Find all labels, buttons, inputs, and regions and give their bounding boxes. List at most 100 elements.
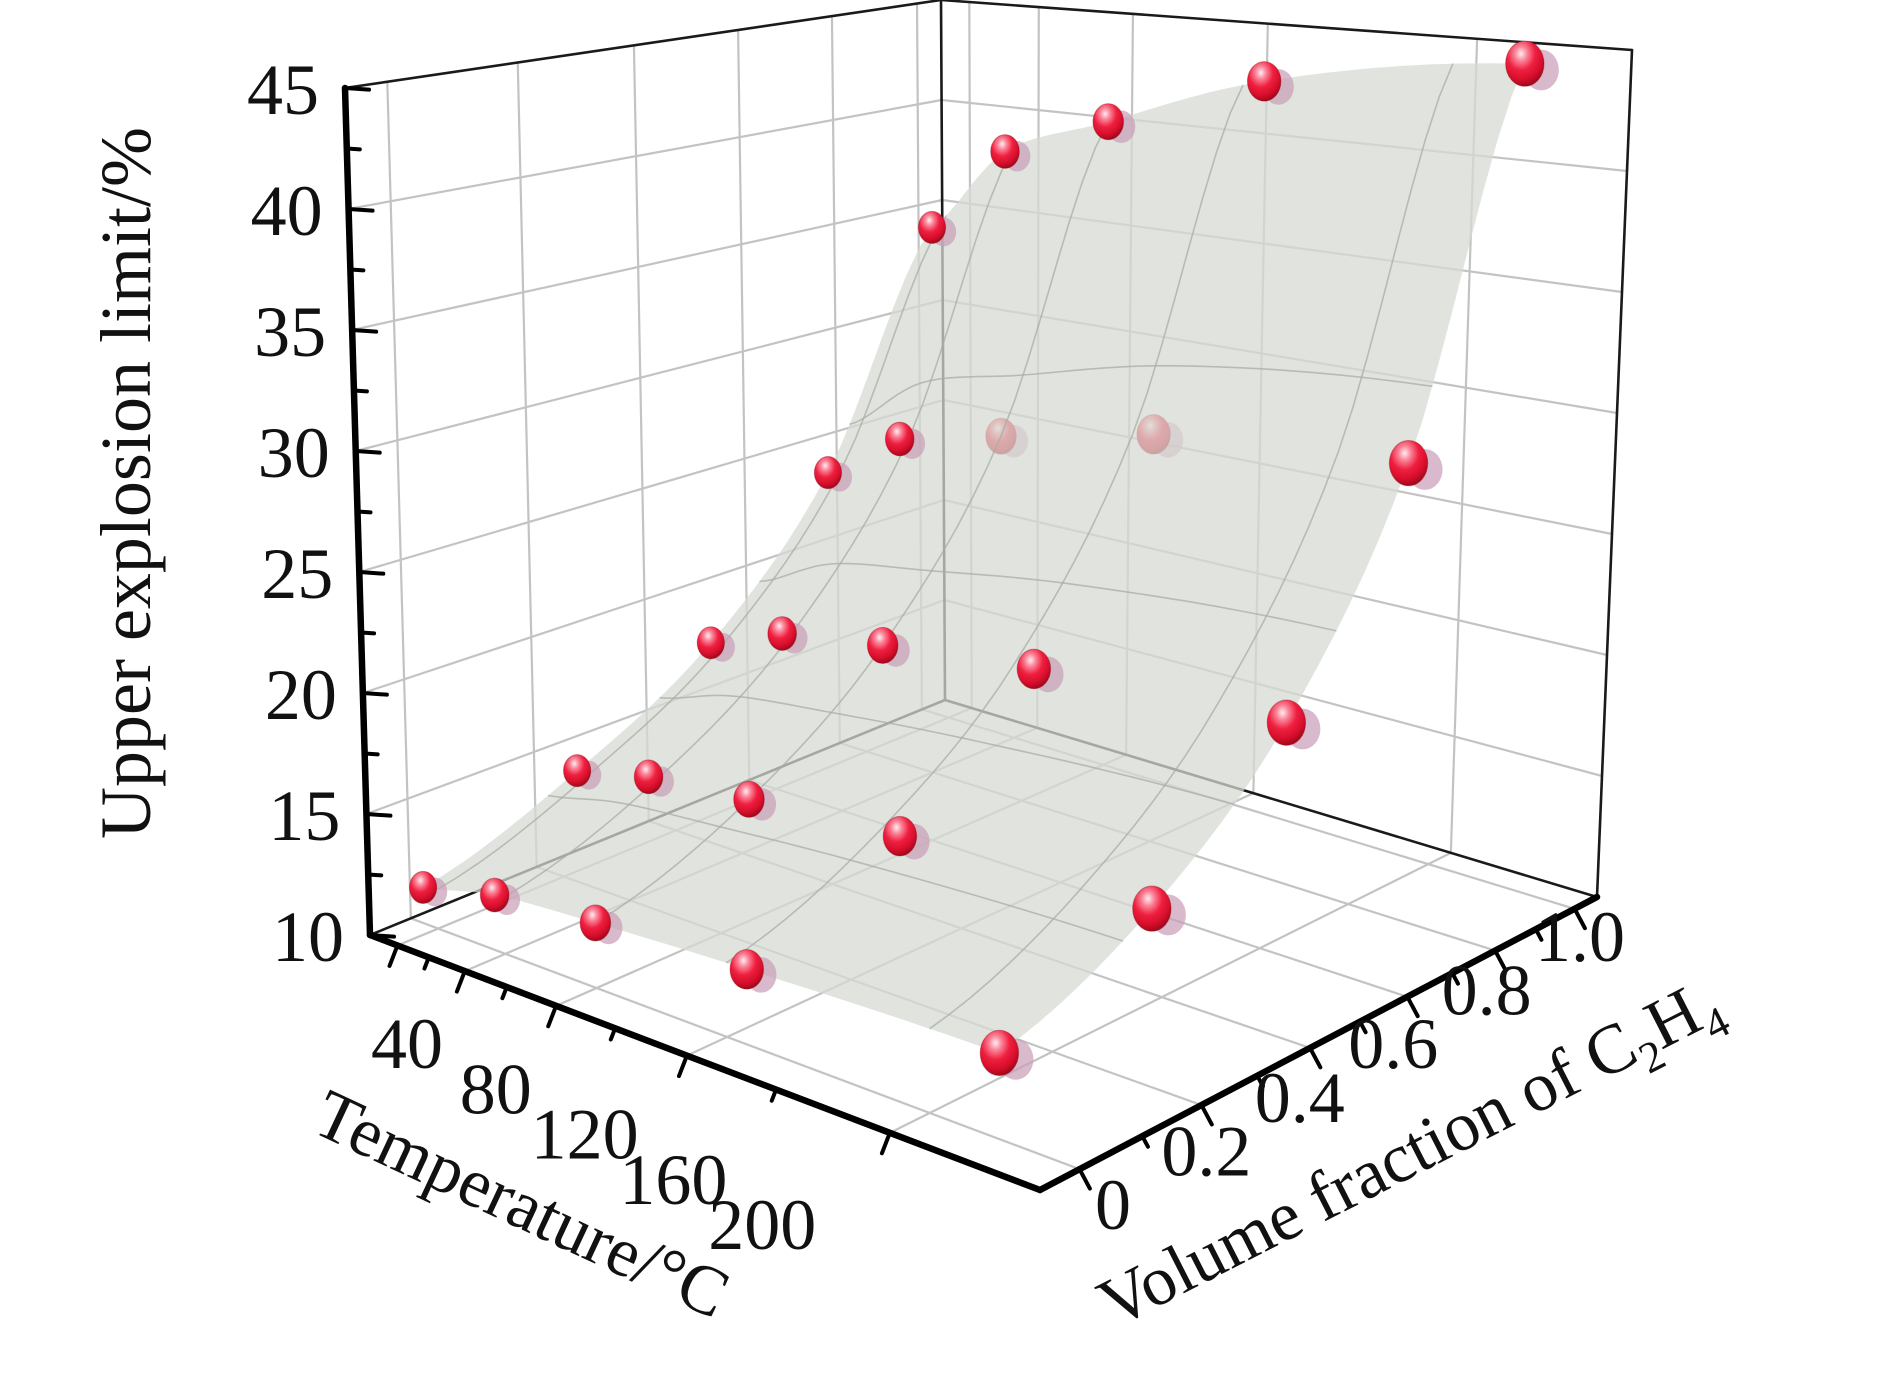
data-point xyxy=(1266,699,1321,750)
data-point-sphere xyxy=(1132,885,1172,932)
grid-leftwall-v xyxy=(386,80,412,920)
data-point-sphere xyxy=(917,210,947,245)
data-point xyxy=(990,134,1031,172)
data-point-sphere xyxy=(1505,40,1545,87)
grid-leftwall-v xyxy=(516,61,538,868)
surface-mesh-v xyxy=(849,364,1433,426)
surface-mesh-v xyxy=(547,794,1124,942)
z-major-tick xyxy=(343,86,371,92)
box-edge xyxy=(343,0,943,90)
y-minor-tick xyxy=(1255,1073,1265,1089)
data-points xyxy=(408,40,1559,1080)
surface-mesh-v xyxy=(659,694,1235,806)
data-point xyxy=(866,626,910,667)
box-edge xyxy=(1595,48,1634,899)
z-tick-label: 30 xyxy=(258,413,330,493)
data-point-sphere xyxy=(1092,103,1125,141)
z-minor-tick xyxy=(351,388,369,394)
grid-floor-t xyxy=(888,851,1452,1134)
y-tick-label: 0 xyxy=(1095,1165,1131,1245)
data-point-sphere xyxy=(813,456,843,490)
data-point xyxy=(1132,885,1186,936)
z-major-tick xyxy=(350,328,379,334)
data-point-sphere xyxy=(884,421,915,457)
surface-mesh-t xyxy=(929,63,1454,1030)
y-minor-tick xyxy=(1357,1019,1368,1035)
z-minor-tick xyxy=(348,267,366,273)
grid-floor-v xyxy=(409,917,1081,1171)
y-axis-line xyxy=(1036,893,1601,1194)
data-point-sphere xyxy=(882,815,918,857)
x-major-tick xyxy=(676,1053,689,1079)
data-point xyxy=(633,759,674,797)
data-point xyxy=(579,904,623,945)
z-minor-tick xyxy=(355,509,373,515)
y-tick-label: 0.6 xyxy=(1348,1004,1438,1084)
data-point xyxy=(882,815,930,860)
y-major-tick xyxy=(1493,948,1508,972)
data-point-sphere xyxy=(733,780,765,818)
data-point-sphere xyxy=(563,754,592,788)
x-minor-tick xyxy=(769,1087,779,1103)
z-minor-tick xyxy=(366,872,384,878)
x-tick-label: 120 xyxy=(531,1095,639,1175)
data-point-sphere xyxy=(579,904,612,942)
z-major-tick xyxy=(357,570,386,576)
x-major-tick xyxy=(387,943,400,968)
data-point-sphere xyxy=(1388,439,1429,487)
z-axis-title: Upper explosion limit/% xyxy=(86,127,166,839)
data-point xyxy=(884,421,926,459)
y-major-tick xyxy=(1572,906,1587,931)
data-point xyxy=(1505,40,1559,91)
data-point-sphere xyxy=(979,1029,1020,1077)
grid-leftwall-z xyxy=(347,98,943,211)
y-tick-label: 0.4 xyxy=(1255,1058,1345,1138)
data-point xyxy=(696,626,735,662)
x-tick-label: 80 xyxy=(460,1049,532,1129)
data-point-sphere xyxy=(1246,61,1282,102)
x-tick-label: 40 xyxy=(371,1004,443,1084)
x-major-tick xyxy=(879,1130,892,1156)
x-axis-line xyxy=(366,931,1044,1194)
data-point xyxy=(408,870,448,907)
tick-marks xyxy=(343,86,1587,1191)
data-point-sphere xyxy=(1266,699,1307,746)
data-point xyxy=(1246,61,1294,105)
z-minor-tick xyxy=(362,751,380,757)
y-tick-label: 0.8 xyxy=(1442,951,1532,1031)
data-point-sphere xyxy=(866,626,899,664)
y-minor-tick xyxy=(1533,927,1544,942)
z-tick-label: 40 xyxy=(251,171,323,251)
y-minor-tick xyxy=(1450,971,1460,986)
data-point xyxy=(733,780,777,821)
z-tick-label: 45 xyxy=(247,50,319,130)
y-major-tick xyxy=(1308,1045,1323,1070)
z-minor-tick xyxy=(359,630,377,636)
data-point xyxy=(979,1029,1034,1080)
z-major-tick xyxy=(353,449,382,455)
data-point-sphere xyxy=(729,949,765,990)
x-tick-label: 160 xyxy=(619,1140,727,1220)
data-point xyxy=(1016,648,1064,693)
data-point xyxy=(729,949,777,993)
data-point xyxy=(1388,439,1443,490)
y-major-tick xyxy=(1199,1103,1214,1127)
box-edge xyxy=(939,0,1634,52)
z-tick-label: 10 xyxy=(272,897,344,977)
x-minor-tick xyxy=(500,985,509,1001)
grid-leftwall-v xyxy=(632,44,650,823)
data-point-sphere xyxy=(408,870,438,905)
data-point xyxy=(563,754,602,790)
y-tick-label: 1.0 xyxy=(1535,897,1625,977)
y-tick-label: 0.2 xyxy=(1161,1111,1251,1191)
x-major-tick xyxy=(546,1003,559,1029)
data-point-sphere xyxy=(633,759,664,795)
z-tick-label: 20 xyxy=(265,655,337,735)
data-point xyxy=(917,210,957,247)
surface-fill xyxy=(423,63,1525,1053)
x-minor-tick xyxy=(608,1026,618,1042)
z-minor-tick xyxy=(344,146,362,152)
x-minor-tick xyxy=(422,955,431,971)
